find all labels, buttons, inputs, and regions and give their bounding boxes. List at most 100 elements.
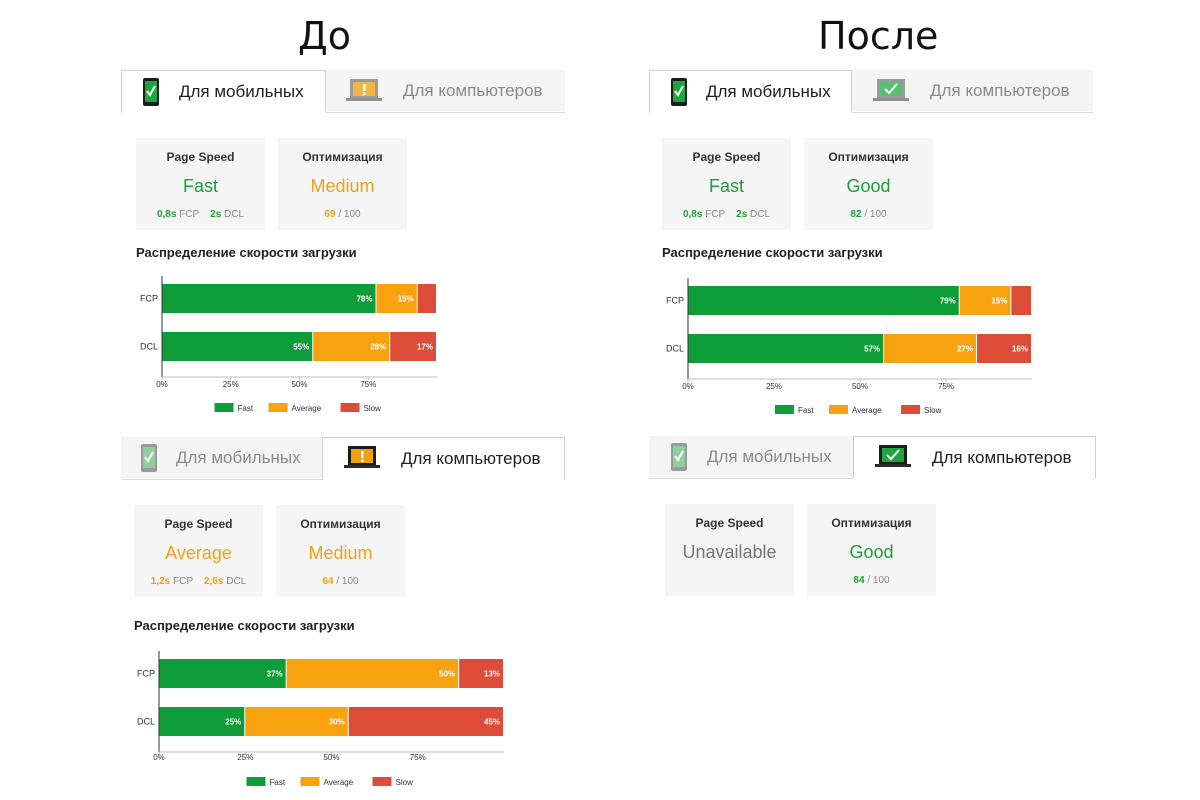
optimization-score-line: 64 / 100 [276,576,405,587]
distribution-chart: FCP 79% 15% DCL 57% 27% 16% 0% 25% 50% 75% Fast Aver… [666,278,1032,415]
category-label: FCP [140,294,158,304]
tab-desktop[interactable]: Для компьютеров [852,70,1093,111]
bar-fast [162,332,313,361]
optimization-value: Good [846,176,891,196]
distribution-chart: FCP 78% 15% DCL 55% 28% 17% 0% 25% 50% 75% Fast Aver… [140,276,437,413]
optimization-value: Medium [310,176,375,196]
data-label: 55% [293,343,309,352]
tab-mobile[interactable]: Для мобильных [649,436,853,477]
page-speed-card: Page Speed Fast 0,8s FCP 2s DCL [136,138,265,230]
optimization-title: Оптимизация [828,150,909,164]
tick-label: 0% [156,380,168,389]
legend-label: Slow [924,406,942,415]
tick-label: 25% [766,382,782,391]
tab-mobile-label: Для мобильных [179,82,304,101]
page-speed-value: Average [165,543,232,563]
legend-swatch-fast [775,405,794,414]
tab-mobile[interactable]: Для мобильных [121,437,322,478]
tick-label: 50% [291,380,307,389]
tab-bar: Для мобильных Для компьютеров [649,436,1096,479]
legend-label: Fast [270,778,286,787]
optimization-value: Medium [308,543,373,563]
page-speed-title: Page Speed [695,516,764,530]
optimization-score-line: 69 / 100 [278,209,407,220]
data-label: 50% [439,670,455,679]
page-speed-title: Page Speed [166,150,235,164]
fcp-label: FCP [179,209,200,220]
bar-fast [159,659,286,688]
data-label: 27% [957,345,973,354]
fcp-value: 0,8s [156,209,177,220]
optimization-card: Оптимизация Medium 69 / 100 [278,138,407,230]
dcl-label: DCL [224,209,245,220]
tab-mobile-label: Для мобильных [707,447,832,466]
data-label: 28% [370,343,386,352]
bar-fast [688,334,884,363]
bar-slow [1011,286,1031,315]
laptop-check-icon [874,444,912,475]
dcl-value: 2s [210,209,222,220]
bar-average [245,707,348,736]
legend-swatch-slow [901,405,920,414]
page-speed-card: Page Speed Fast 0,8s FCP 2s DCL [662,138,791,230]
panel-after-desktop: Для мобильных Для компьютеров Page Speed… [649,436,1109,616]
tab-bar: Для мобильных Для компьютеров [649,70,1093,113]
bar-fast [159,707,245,736]
after-title: После [818,14,939,58]
optimization-card: Оптимизация Medium 64 / 100 [276,505,405,597]
optimization-max: / 100 [867,575,890,586]
distribution-title: Распределение скорости загрузки [662,245,883,260]
legend-swatch-average [300,777,320,786]
legend-swatch-slow [372,777,392,786]
optimization-score: 82 [850,209,862,220]
tab-mobile[interactable]: Для мобильных [649,70,852,113]
bar-fast [688,286,959,315]
bar-average [376,284,417,313]
page-speed-card: Page Speed Unavailable [665,504,794,596]
optimization-max: / 100 [336,576,359,587]
optimization-card: Оптимизация Good 84 / 100 [807,504,936,596]
tab-bar: Для мобильных Для компьютеров [121,70,565,113]
page-speed-metrics: 0,8s FCP 2s DCL [136,209,265,220]
tab-desktop-label: Для компьютеров [930,81,1070,100]
tab-mobile[interactable]: Для мобильных [121,70,326,113]
legend-label: Slow [364,404,382,413]
panel-before-desktop: Для мобильных Для компьютеров Page Speed… [121,437,581,797]
bar-slow [459,659,503,688]
bar-slow [417,284,436,313]
category-label: FCP [137,669,155,679]
page-speed-title: Page Speed [692,150,761,164]
data-label: 30% [329,718,345,727]
tab-desktop[interactable]: Для компьютеров [326,70,565,111]
category-label: DCL [140,342,158,352]
category-label: FCP [666,296,684,306]
tab-desktop[interactable]: Для компьютеров [322,437,565,480]
phone-check-icon [140,443,158,478]
tab-mobile-label: Для мобильных [706,82,831,101]
page-speed-value: Fast [708,176,744,196]
data-label: 15% [991,297,1007,306]
tick-label: 75% [938,382,954,391]
page-speed-value: Fast [182,176,218,196]
tick-label: 25% [223,380,239,389]
optimization-score-line: 82 / 100 [804,209,933,220]
dcl-label: DCL [226,576,247,587]
legend-swatch-fast [246,777,266,786]
data-label: 37% [267,670,283,679]
tab-desktop[interactable]: Для компьютеров [853,436,1096,479]
data-label: 25% [225,718,241,727]
phone-check-icon [670,77,688,112]
tick-label: 50% [852,382,868,391]
tick-label: 25% [237,753,253,762]
phone-check-icon [670,442,688,477]
tab-desktop-label: Для компьютеров [932,448,1072,467]
legend-swatch-fast [214,403,234,412]
tick-label: 50% [323,753,339,762]
tick-label: 75% [360,380,376,389]
data-label: 15% [398,295,414,304]
tick-label: 75% [410,753,426,762]
tick-label: 0% [153,753,165,762]
optimization-max: / 100 [864,209,887,220]
dcl-label: DCL [750,209,771,220]
legend-label: Fast [798,406,814,415]
